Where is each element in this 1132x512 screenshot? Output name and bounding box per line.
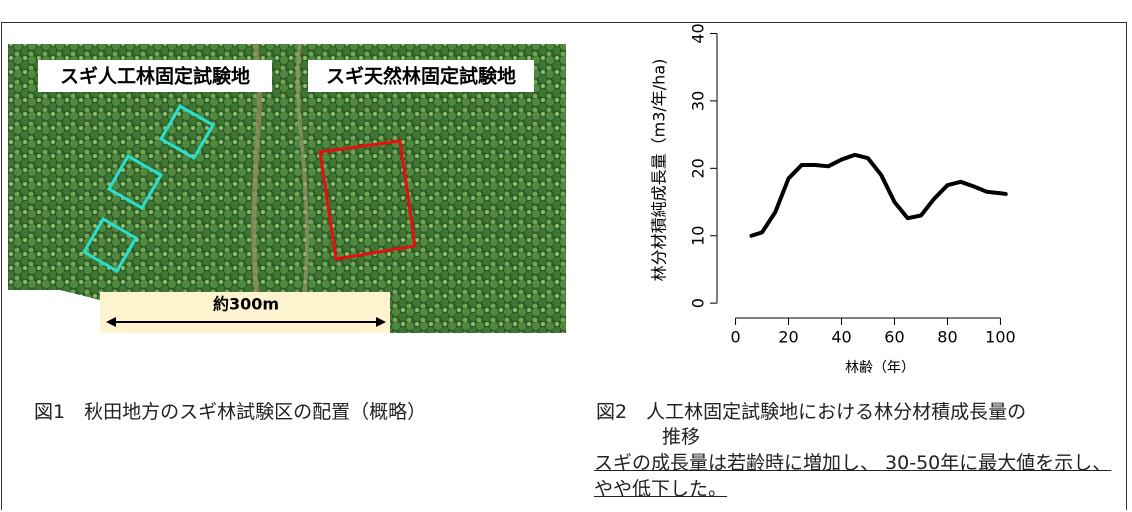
y-tick-label: 0: [689, 298, 708, 308]
x-tick-label: 20: [778, 328, 798, 347]
figure2-caption: 図2 人工林固定試験地における林分材積成長量の: [596, 401, 1027, 423]
y-tick-label: 10: [689, 226, 708, 246]
x-tick-label: 0: [730, 328, 740, 347]
y-tick-label: 20: [689, 158, 708, 178]
aerial-photo: スギ人工林固定試験地 スギ天然林固定試験地 約300m: [8, 43, 566, 334]
frame: [1, 22, 1127, 510]
label-right: スギ天然林固定試験地: [326, 65, 516, 88]
figure1-caption: 図1 秋田地方のスギ林試験区の配置（概略）: [34, 401, 427, 423]
x-tick-label: 60: [884, 328, 904, 347]
y-tick-label: 30: [689, 91, 708, 111]
figure2-caption-cont: 推移: [662, 426, 701, 448]
x-axis-label: 林齢（年）: [845, 360, 915, 376]
growth-line: [749, 152, 1008, 238]
chart: 林齢（年） 林分材積純成長量（m3/年/ha) 0 20 40 60 80 100 0 10 2…: [650, 23, 1016, 376]
y-axis-label: 林分材積純成長量（m3/年/ha): [650, 59, 669, 282]
y-tick-label: 40: [689, 23, 708, 43]
x-tick-label: 40: [831, 328, 851, 347]
scale-label: 約300m: [213, 295, 279, 314]
label-left: スギ人工林固定試験地: [60, 65, 250, 88]
summary-note: スギの成長量は若齢時に増加し、 30-50年に最大値を示し、やや低下した。: [594, 452, 1112, 500]
x-tick-label: 80: [937, 328, 957, 347]
x-tick-label: 100: [985, 328, 1016, 347]
